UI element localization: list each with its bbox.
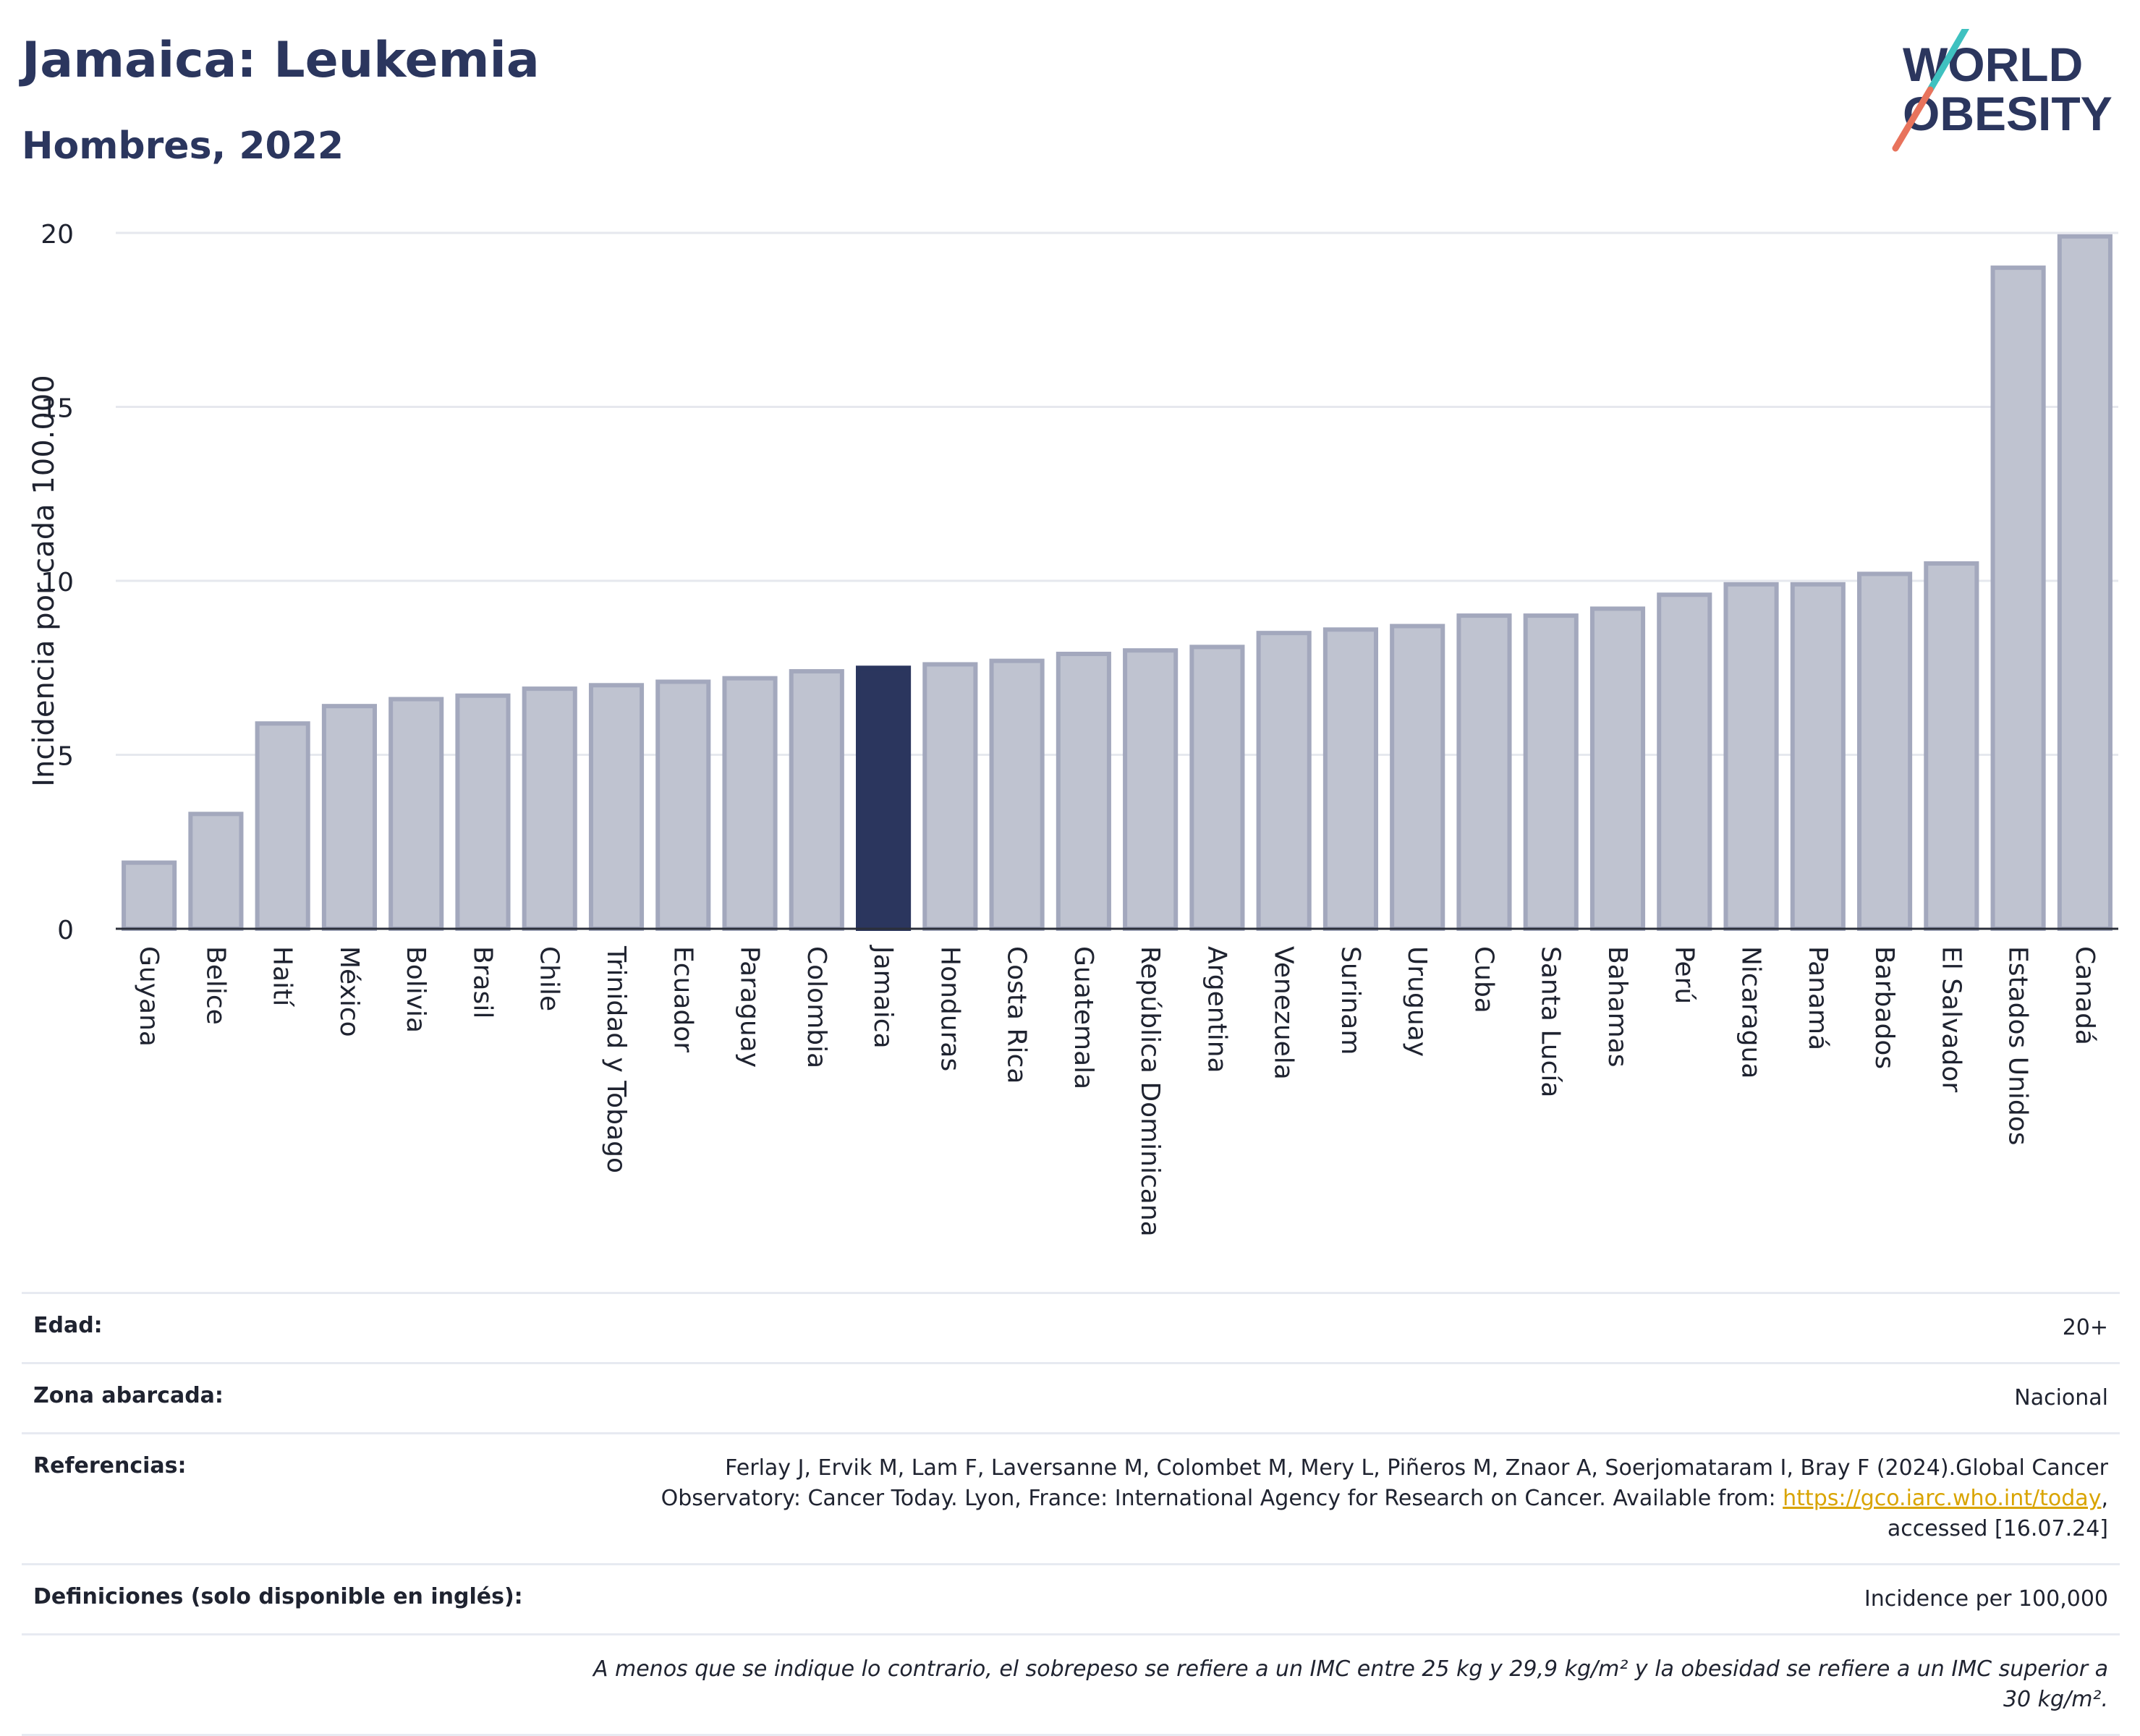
def-value: Incidence per 100,000	[1864, 1586, 2108, 1612]
bar-9	[722, 676, 778, 931]
y-tick-label: 15	[41, 394, 74, 424]
bar-22	[1589, 606, 1646, 931]
x-tick-label: Colombia	[802, 946, 831, 1068]
bar-8	[655, 679, 711, 931]
bar-6	[522, 686, 577, 931]
bar-5	[455, 693, 511, 931]
zona-value: Nacional	[2014, 1385, 2108, 1410]
y-tick-label: 20	[41, 220, 74, 250]
chart-subtitle: Hombres, 2022	[22, 124, 344, 168]
bar-20	[1456, 613, 1512, 931]
bar-28	[1990, 265, 2046, 932]
x-tick-label: República Dominicana	[1135, 946, 1165, 1237]
ref-link[interactable]: https://gco.iarc.who.int/today	[1783, 1486, 2102, 1511]
edad-label: Edad:	[33, 1313, 103, 1338]
x-tick-label: Argentina	[1202, 946, 1231, 1073]
bar-7	[588, 683, 645, 931]
x-tick-label: Venezuela	[1269, 946, 1299, 1080]
bar-11	[856, 665, 912, 931]
chart-title: Jamaica: Leukemia	[22, 32, 540, 89]
x-tick-label: Uruguay	[1402, 946, 1432, 1057]
ref-label: Referencias:	[33, 1453, 187, 1478]
bar-17	[1256, 631, 1312, 932]
bar-27	[1924, 561, 1979, 931]
bar-4	[388, 697, 444, 931]
meta-row-note: A menos que se indique lo contrario, el …	[22, 1633, 2120, 1736]
x-tick-label: Santa Lucía	[1536, 946, 1566, 1097]
footnote: A menos que se indique lo contrario, el …	[593, 1656, 2108, 1712]
logo-slash-top	[1927, 29, 1970, 93]
x-tick-label: Canadá	[2070, 946, 2099, 1045]
bar-1	[188, 812, 244, 932]
meta-row-edad: Edad: 20+	[22, 1292, 2120, 1362]
bar-2	[255, 721, 310, 932]
zona-label: Zona abarcada:	[33, 1383, 224, 1408]
ref-tail: , accessed [16.07.24]	[1887, 1486, 2108, 1541]
bar-24	[1723, 582, 1779, 931]
x-tick-label: Chile	[535, 946, 564, 1011]
bar-26	[1857, 571, 1913, 931]
bar-chart: 0 5 10 15 20 Incidencia por cada 100.000 Guyan…	[27, 220, 2118, 1237]
bar-21	[1523, 613, 1579, 931]
x-tick-label: Honduras	[935, 946, 964, 1071]
bar-16	[1189, 644, 1245, 931]
x-tick-label: Guatemala	[1069, 946, 1098, 1089]
x-tick-label: Bolivia	[401, 946, 430, 1033]
x-tick-label: El Salvador	[1936, 946, 1966, 1092]
logo-slash-bottom	[1892, 86, 1934, 152]
y-axis-label: Incidencia por cada 100.000	[27, 375, 61, 787]
x-tick-label: Belice	[200, 946, 230, 1025]
metadata-table: Edad: 20+ Zona abarcada: Nacional Refere…	[22, 1292, 2120, 1736]
bar-12	[922, 662, 978, 931]
x-tick-label: Bahamas	[1602, 946, 1632, 1068]
ref-value: Ferlay J, Ervik M, Lam F, Laversanne M, …	[589, 1453, 2108, 1544]
meta-row-definiciones: Definiciones (solo disponible en inglés)…	[22, 1563, 2120, 1633]
def-label: Definiciones (solo disponible en inglés)…	[33, 1584, 523, 1609]
bar-0	[122, 860, 177, 931]
bar-25	[1790, 582, 1846, 931]
x-tick-label: Guyana	[134, 946, 164, 1047]
bar-15	[1123, 648, 1179, 931]
x-tick-label: Brasil	[467, 946, 497, 1018]
bar-18	[1322, 627, 1378, 932]
x-tick-label: Jamaica	[868, 945, 898, 1049]
bar-29	[2057, 234, 2113, 931]
edad-value: 20+	[2062, 1315, 2108, 1340]
x-tick-label: Perú	[1669, 946, 1699, 1004]
x-tick-label: Haití	[268, 946, 297, 1007]
y-tick-label: 0	[57, 916, 74, 945]
x-tick-label: Estados Unidos	[2003, 946, 2033, 1146]
x-tick-label: Barbados	[1869, 946, 1899, 1069]
meta-row-referencias: Referencias: Ferlay J, Ervik M, Lam F, L…	[22, 1432, 2120, 1563]
bar-19	[1390, 624, 1445, 932]
meta-row-zona: Zona abarcada: Nacional	[22, 1362, 2120, 1432]
bar-3	[321, 704, 377, 931]
y-tick-label: 10	[41, 568, 74, 597]
x-tick-label: Trinidad y Tobago	[601, 945, 631, 1173]
ref-text: Ferlay J, Ervik M, Lam F, Laversanne M, …	[661, 1455, 2108, 1511]
x-tick-label: Nicaragua	[1736, 946, 1766, 1078]
bar-14	[1056, 652, 1111, 931]
logo-line2: OBESITY	[1903, 87, 2113, 140]
x-tick-label: México	[334, 946, 364, 1037]
x-tick-label: Paraguay	[735, 946, 765, 1068]
x-tick-label: Costa Rica	[1002, 946, 1032, 1084]
x-tick-label: Cuba	[1469, 946, 1498, 1013]
bar-10	[789, 669, 844, 931]
x-tick-label: Panamá	[1803, 946, 1833, 1050]
world-obesity-logo: WORLD OBESITY	[1892, 29, 2113, 152]
x-tick-label: Ecuador	[668, 946, 697, 1052]
bar-23	[1657, 592, 1712, 931]
x-tick-label: Surinam	[1336, 946, 1365, 1055]
bar-13	[989, 658, 1045, 931]
y-tick-label: 5	[57, 742, 74, 772]
